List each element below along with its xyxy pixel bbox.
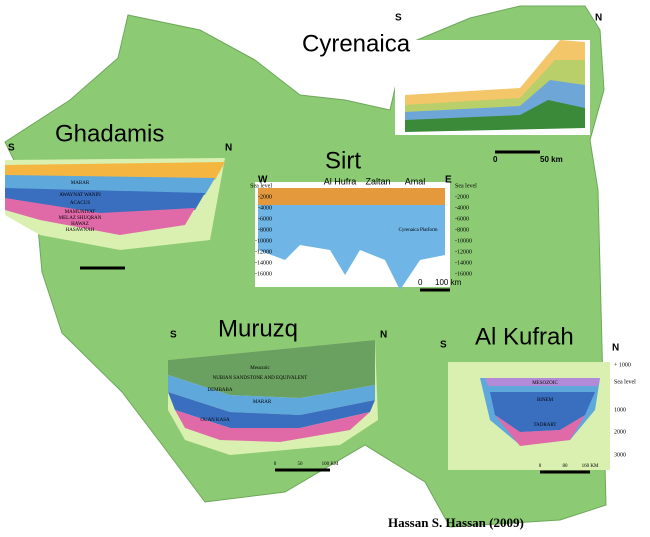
depth-label: 3000: [614, 452, 626, 458]
unit-label: BINEM: [537, 398, 554, 403]
credit: Hassan S. Hassan (2009): [388, 515, 524, 530]
direction: S: [440, 340, 447, 351]
well-label: Zaltan: [365, 176, 390, 186]
unit-label: NUBIAN SANDSTONE AND EQUIVALENT: [213, 376, 308, 381]
unit-label: MABAR: [71, 181, 90, 186]
well-label: Al Hufra: [324, 176, 357, 186]
layer: [495, 415, 585, 446]
unit-label: MAMUNIYAT: [65, 210, 96, 215]
depth-label: -10000: [455, 238, 472, 244]
layer: [490, 392, 595, 432]
depth-label: -4000: [455, 205, 469, 211]
depth-label: -4000: [258, 205, 272, 211]
depth-label: -16000: [255, 271, 272, 277]
direction: N: [612, 343, 619, 354]
depth-label: + 1000: [614, 362, 631, 368]
direction: N: [380, 330, 387, 341]
depth-label: -2000: [258, 194, 272, 200]
layer: [5, 198, 195, 235]
section-title: Cyrenaica: [302, 30, 411, 57]
scale-label: 50: [298, 462, 304, 467]
scale-label: 0: [493, 155, 498, 164]
depth-label: -10000: [255, 238, 272, 244]
direction: E: [445, 175, 452, 186]
depth-label: -14000: [255, 260, 272, 266]
layer: [168, 340, 375, 398]
section-title: Al Kufrah: [475, 323, 574, 350]
depth-label: Sea level: [614, 379, 636, 385]
direction: S: [170, 330, 177, 341]
cross-sections: [5, 40, 610, 474]
direction: N: [225, 143, 232, 154]
unit-label: Mesozoic: [250, 366, 270, 371]
unit-label: HASAWNAH: [66, 228, 95, 233]
depth-label: -8000: [455, 227, 469, 233]
layer: [168, 392, 375, 428]
section-title: Sirt: [325, 147, 361, 174]
scale-label: 50 km: [540, 155, 563, 164]
scale-label: 80: [563, 464, 569, 469]
layer: [258, 188, 445, 205]
well-label: Amal: [405, 176, 426, 186]
section-title: Ghadamis: [55, 120, 164, 147]
depth-label: -16000: [455, 271, 472, 277]
unit-label: MELAZ SHUQRAN: [59, 216, 102, 221]
layer: [485, 378, 600, 386]
scale-label: 0: [274, 462, 277, 467]
depth-label: -6000: [258, 216, 272, 222]
depth-label: -6000: [455, 216, 469, 222]
direction: W: [258, 175, 268, 186]
depth-label: 1000: [614, 407, 626, 413]
depth-label: Sea level: [455, 183, 477, 189]
depth-label: -8000: [258, 227, 272, 233]
scale-label: 0: [539, 464, 542, 469]
layer: [175, 410, 370, 442]
section-title: Muruzq: [218, 315, 298, 342]
unit-label: HAWAZ: [71, 222, 89, 227]
unit-label: TADRART: [534, 423, 557, 428]
scale-label: 0: [418, 278, 423, 287]
depth-label: -12000: [255, 249, 272, 255]
depth-label: Sea level: [250, 183, 272, 189]
layer: [258, 205, 445, 290]
unit-label: DEMBABA: [207, 388, 232, 393]
scale-label: 160 KM: [582, 464, 599, 469]
unit-label: MARAR: [253, 400, 272, 405]
direction: N: [595, 13, 602, 24]
layer: [5, 188, 205, 215]
depth-label: -2000: [455, 194, 469, 200]
scale-label: 100 km: [435, 278, 462, 287]
unit-label: ACACUS: [70, 201, 91, 206]
unit-label: AWAYNAT WANIN: [59, 193, 101, 198]
direction: S: [395, 13, 402, 24]
unit-label: Cyrenaica Platform: [398, 228, 437, 233]
layer: [168, 375, 375, 415]
unit-label: OUAN KASA: [200, 418, 230, 423]
unit-label: MESOZOIC: [532, 381, 558, 386]
depth-label: 2000: [614, 429, 626, 435]
scale-label: 100 KM: [322, 462, 339, 467]
depth-label: -14000: [455, 260, 472, 266]
depth-label: -12000: [455, 249, 472, 255]
layer: [5, 162, 225, 180]
direction: S: [8, 143, 15, 154]
layer: [405, 100, 585, 132]
